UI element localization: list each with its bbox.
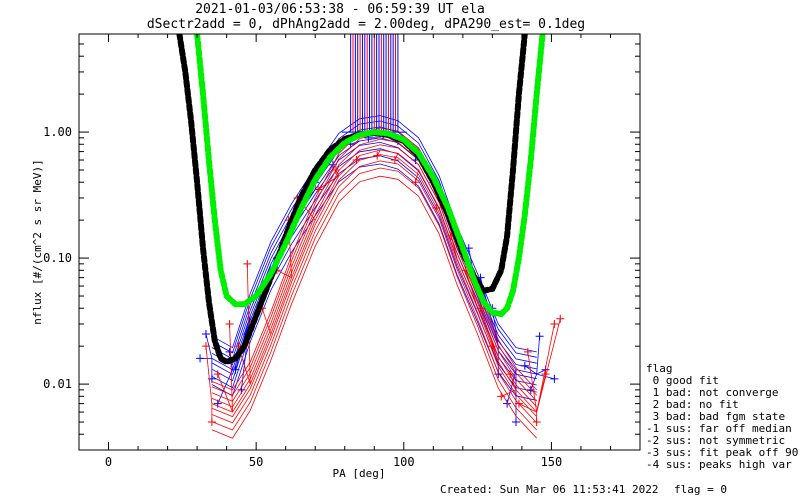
red-data-point (352, 156, 361, 165)
x-tick-label: 150 (541, 455, 563, 469)
x-tick-label: 100 (393, 455, 415, 469)
blue-data-point (196, 354, 205, 363)
red-data-point (432, 203, 441, 212)
red-series-segment (518, 403, 537, 413)
red-series-segment (465, 270, 478, 309)
red-data-point (373, 151, 382, 160)
red-series-segment (491, 346, 499, 363)
red-series-segment (229, 323, 233, 413)
blue-data-point (201, 329, 210, 338)
black-fit-curve (176, 34, 528, 366)
red-series-line (211, 132, 537, 396)
blue-data-point (231, 365, 240, 374)
blue-series-line (211, 155, 537, 393)
data-series-layer (176, 34, 565, 439)
offscale-spikes (341, 34, 407, 133)
legend-item: 0 good fit (646, 374, 719, 387)
red-series-line (211, 144, 537, 408)
red-data-point (488, 342, 497, 351)
blue-series-segment (536, 336, 541, 375)
blue-data-point (464, 244, 473, 253)
red-data-point (207, 418, 216, 427)
legend-title: flag (646, 362, 673, 375)
plot-frame (78, 33, 641, 451)
x-tick-label: 50 (249, 455, 263, 469)
blue-data-point (511, 418, 520, 427)
red-series-line (211, 175, 537, 439)
blue-data-point (520, 361, 529, 370)
y-tick-label: 1.00 (43, 125, 72, 139)
red-series-segment (509, 373, 517, 391)
red-series-segment (261, 308, 272, 335)
legend-item: 1 bad: not converge (646, 386, 778, 399)
red-data-point (243, 259, 252, 268)
red-series-line (211, 149, 537, 413)
flag-value: flag = 0 (674, 483, 727, 496)
red-data-point (390, 156, 399, 165)
red-series-segment (501, 389, 517, 397)
red-series-segment (450, 235, 458, 259)
red-data-point (331, 166, 340, 174)
blue-data-point (535, 332, 544, 341)
red-series-segment (536, 323, 555, 413)
red-data-point (411, 178, 420, 187)
blue-data-point (550, 374, 559, 383)
red-data-point (556, 314, 565, 323)
red-series-line (211, 138, 537, 402)
red-data-point (314, 185, 323, 194)
red-data-point (225, 319, 234, 328)
red-series-segment (276, 269, 292, 278)
blue-series-line (211, 120, 537, 358)
legend-item: -3 sus: fit peak off 90 (646, 446, 798, 459)
red-data-point (550, 319, 559, 328)
red-data-point (213, 370, 222, 379)
red-data-point (506, 370, 515, 379)
y-tick-label: 0.01 (43, 377, 72, 391)
chart-title-line1: 2021-01-03/06:53:38 - 06:59:39 UT ela (195, 2, 485, 17)
y-axis-label: nflux [#/(cm^2 s sr MeV)] (31, 159, 44, 325)
blue-data-point (503, 399, 512, 408)
red-data-point (532, 418, 541, 427)
red-series-line (211, 167, 537, 431)
red-series-segment (246, 263, 251, 385)
legend-item: 3 bad: bad fgm state (646, 410, 785, 423)
legend-item: 2 bad: no fit (646, 398, 739, 411)
axis-ticks: 0 50 100 150 0.01 0.10 1.00 (43, 33, 641, 469)
red-series-segment (527, 351, 538, 413)
red-series-segment (217, 373, 233, 413)
red-series (201, 127, 565, 439)
chart-title-line2: dSectr2add = 0, dPhAng2add = 2.00deg, dP… (147, 17, 585, 32)
legend-item: -4 sus: peaks high var (646, 458, 792, 471)
blue-series-line (211, 132, 537, 370)
red-series-line (211, 154, 537, 418)
red-series-line (211, 127, 537, 391)
created-timestamp: Created: Sun Mar 06 11:53:41 2022 (440, 483, 659, 496)
green-fit-curve (194, 34, 546, 318)
blue-series-line (211, 163, 537, 401)
blue-series-segment (530, 373, 538, 391)
red-data-point (514, 399, 523, 408)
red-data-point (523, 347, 532, 356)
x-axis-label: PA [deg] (333, 467, 386, 480)
red-series-segment (317, 175, 340, 190)
red-series-segment (536, 318, 561, 413)
blue-data-point (225, 347, 234, 356)
y-tick-label: 0.10 (43, 251, 72, 265)
blue-series-segment (536, 369, 546, 375)
red-data-point (201, 342, 210, 351)
red-series-line (211, 160, 537, 424)
flag-legend: flag 0 good fit 1 bad: not converge 2 ba… (646, 362, 798, 471)
x-tick-label: 0 (105, 455, 112, 469)
red-data-point (476, 304, 485, 313)
legend-item: -1 sus: far off median (646, 422, 792, 435)
red-series-segment (205, 346, 213, 404)
red-data-point (497, 392, 506, 401)
blue-data-point (494, 370, 503, 379)
legend-item: -2 sus: not symmetric (646, 434, 785, 447)
